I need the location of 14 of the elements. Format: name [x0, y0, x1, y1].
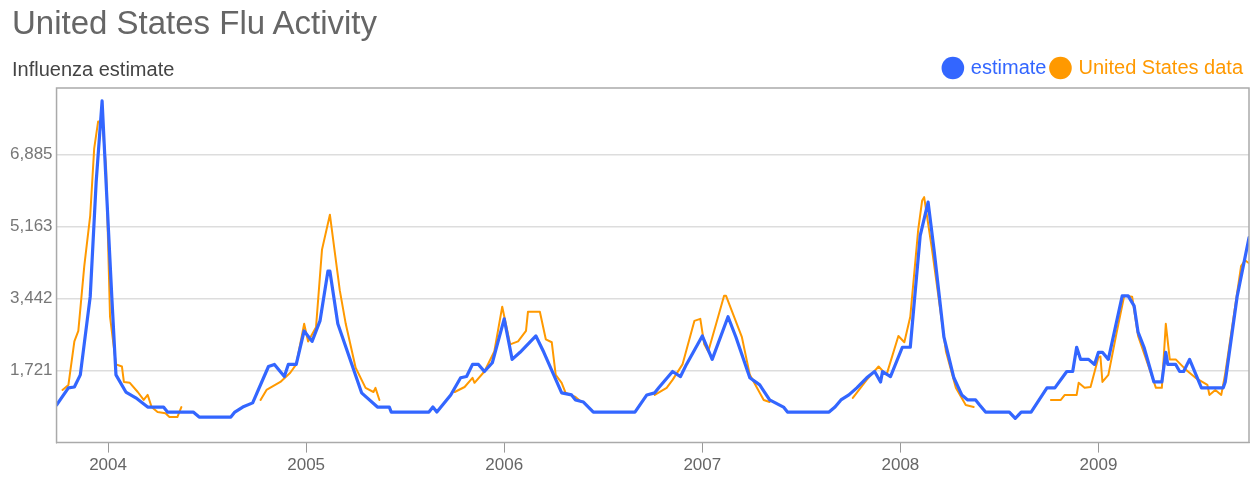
x-tick-label: 2006	[485, 455, 524, 475]
x-tick-label: 2005	[287, 455, 326, 475]
x-tick-label: 2007	[683, 455, 722, 475]
chart-subtitle: Influenza estimate	[12, 58, 175, 81]
legend-label: estimate	[970, 55, 1047, 78]
chart-title: United States Flu Activity	[12, 4, 377, 42]
y-tick-label: 1,721	[9, 360, 53, 380]
x-tick-label: 2004	[89, 455, 127, 475]
y-tick-label: 3,442	[9, 288, 53, 308]
y-tick-label: 5,163	[9, 216, 53, 236]
x-tick-label: 2009	[1079, 455, 1118, 475]
y-tick-label: 6,885	[9, 144, 53, 164]
legend-label: United States data	[1078, 55, 1244, 78]
x-tick-label: 2008	[881, 455, 920, 475]
